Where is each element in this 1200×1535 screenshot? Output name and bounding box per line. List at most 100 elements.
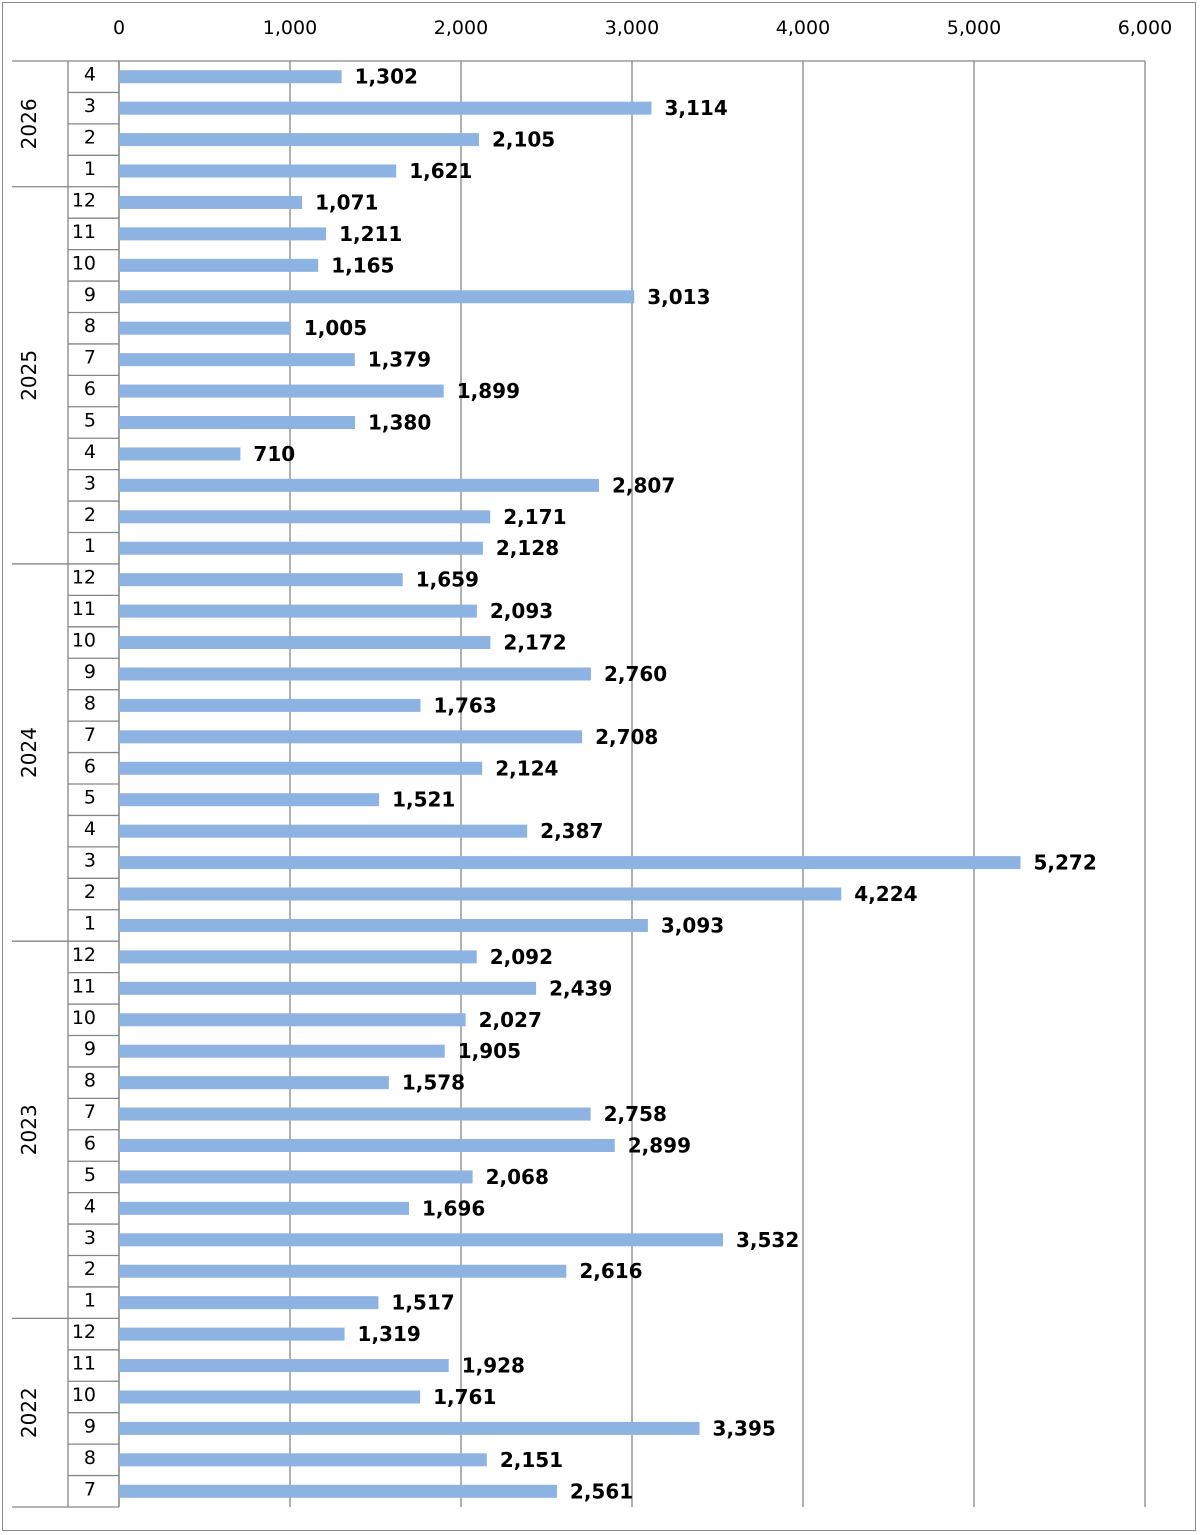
data-label: 3,093 xyxy=(661,913,724,937)
bar xyxy=(119,70,342,84)
year-label: 2022 xyxy=(17,1387,41,1438)
data-label: 1,211 xyxy=(339,222,402,246)
data-label: 2,760 xyxy=(604,662,667,686)
bar xyxy=(119,887,842,901)
data-label: 1,005 xyxy=(304,316,367,340)
year-label: 2025 xyxy=(17,350,41,401)
data-label: 1,696 xyxy=(422,1196,485,1220)
bar xyxy=(119,636,491,650)
data-label: 5,272 xyxy=(1034,851,1097,875)
data-label: 2,807 xyxy=(612,473,675,497)
bar xyxy=(119,133,479,147)
month-label: 2 xyxy=(84,504,96,526)
data-label: 2,027 xyxy=(479,1008,542,1032)
month-label: 2 xyxy=(84,1258,96,1280)
month-label: 7 xyxy=(84,724,96,746)
data-label: 2,151 xyxy=(500,1448,563,1472)
bar xyxy=(119,1076,389,1090)
bar xyxy=(119,1233,723,1247)
data-label: 1,659 xyxy=(416,568,479,592)
bar xyxy=(119,195,303,209)
month-label: 7 xyxy=(84,1101,96,1123)
data-label: 1,763 xyxy=(433,693,496,717)
month-label: 2 xyxy=(84,127,96,149)
data-label: 2,561 xyxy=(570,1479,633,1503)
data-label: 2,899 xyxy=(628,1134,691,1158)
month-label: 7 xyxy=(84,1478,96,1500)
data-label: 1,071 xyxy=(315,190,378,214)
bar xyxy=(119,164,397,178)
bar xyxy=(119,981,537,995)
month-label: 4 xyxy=(84,64,96,86)
month-label: 12 xyxy=(72,944,96,966)
month-label: 10 xyxy=(72,1007,96,1029)
month-label: 1 xyxy=(84,158,96,180)
bar xyxy=(119,856,1021,870)
month-label: 5 xyxy=(84,1164,96,1186)
month-label: 3 xyxy=(84,95,96,117)
month-label: 10 xyxy=(72,630,96,652)
year-label: 2024 xyxy=(17,727,41,778)
bar xyxy=(119,353,355,367)
data-label: 1,761 xyxy=(433,1385,496,1409)
data-label: 2,124 xyxy=(495,756,558,780)
month-label: 5 xyxy=(84,410,96,432)
month-label: 2 xyxy=(84,881,96,903)
bar xyxy=(119,1264,567,1278)
bar xyxy=(119,1327,345,1341)
bar xyxy=(119,510,491,524)
month-label: 5 xyxy=(84,787,96,809)
data-label: 2,439 xyxy=(549,976,612,1000)
bar xyxy=(119,698,421,712)
bar xyxy=(119,1201,410,1215)
x-tick-label: 0 xyxy=(113,17,125,39)
bar xyxy=(119,950,477,964)
data-label: 1,521 xyxy=(392,788,455,812)
bar xyxy=(119,1359,449,1373)
data-label: 3,395 xyxy=(713,1416,776,1440)
data-label: 3,114 xyxy=(664,96,727,120)
month-label: 3 xyxy=(84,1227,96,1249)
bar xyxy=(119,290,635,304)
data-label: 1,905 xyxy=(458,1039,521,1063)
data-label: 1,517 xyxy=(391,1291,454,1315)
month-label: 1 xyxy=(84,912,96,934)
data-label: 2,758 xyxy=(604,1102,667,1126)
data-label: 4,224 xyxy=(854,882,917,906)
x-tick-label: 5,000 xyxy=(947,17,1001,39)
bar xyxy=(119,918,648,932)
bar xyxy=(119,761,483,775)
data-label: 2,171 xyxy=(503,505,566,529)
data-label: 1,899 xyxy=(457,379,520,403)
month-label: 11 xyxy=(72,598,96,620)
data-label: 2,172 xyxy=(503,631,566,655)
bar xyxy=(119,101,652,115)
month-label: 4 xyxy=(84,1195,96,1217)
data-label: 2,068 xyxy=(486,1165,549,1189)
bar xyxy=(119,1484,557,1498)
month-label: 10 xyxy=(72,1384,96,1406)
x-tick-label: 6,000 xyxy=(1118,17,1172,39)
bar xyxy=(119,1044,445,1058)
month-label: 9 xyxy=(84,1038,96,1060)
data-label: 1,578 xyxy=(402,1071,465,1095)
x-tick-label: 4,000 xyxy=(776,17,830,39)
month-label: 6 xyxy=(84,378,96,400)
data-label: 1,928 xyxy=(462,1354,525,1378)
month-label: 8 xyxy=(84,692,96,714)
data-label: 1,380 xyxy=(368,411,431,435)
month-label: 3 xyxy=(84,850,96,872)
month-label: 8 xyxy=(84,315,96,337)
bar xyxy=(119,478,599,492)
bar xyxy=(119,824,528,838)
month-label: 6 xyxy=(84,755,96,777)
x-tick-label: 3,000 xyxy=(605,17,659,39)
month-label: 8 xyxy=(84,1447,96,1469)
bar xyxy=(119,604,477,618)
month-label: 11 xyxy=(72,1353,96,1375)
year-label: 2023 xyxy=(17,1104,41,1155)
month-label: 3 xyxy=(84,472,96,494)
month-label: 7 xyxy=(84,347,96,369)
month-label: 1 xyxy=(84,535,96,557)
